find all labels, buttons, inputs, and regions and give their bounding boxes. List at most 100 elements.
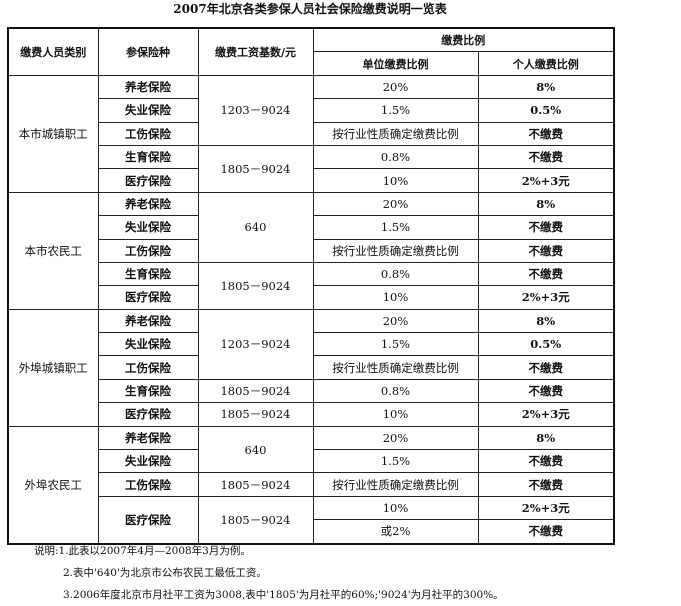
employer-ratio-cell: 按行业性质确定缴费比例 bbox=[312, 472, 479, 497]
individual-ratio-cell: 8% bbox=[477, 308, 615, 334]
header-employer: 单位缴费比例 bbox=[312, 51, 479, 76]
notes: 说明:1.此表以2007年4月—2008年3月为例。 2.表中'640'为北京市… bbox=[34, 540, 504, 606]
individual-ratio-cell: 2%+3元 bbox=[477, 285, 615, 310]
base-cell: 640 bbox=[197, 191, 314, 263]
individual-ratio-cell: 8% bbox=[477, 425, 615, 451]
table-row: 外埠城镇职工 养老保险 1203－9024 20% 8% bbox=[7, 308, 615, 427]
individual-ratio-cell: 8% bbox=[477, 74, 615, 100]
employer-ratio-cell: 1.5% bbox=[312, 215, 479, 240]
header-base: 缴费工资基数/元 bbox=[197, 27, 314, 76]
insurance-cell: 养老保险 bbox=[97, 74, 199, 100]
insurance-cell: 医疗保险 bbox=[97, 285, 199, 310]
insurance-cell: 养老保险 bbox=[97, 308, 199, 334]
table-row: 外埠农民工 养老保险 640 20% 8% bbox=[7, 425, 615, 545]
employer-ratio-cell: 10% bbox=[312, 495, 479, 521]
employer-ratio-cell: 或2% bbox=[312, 519, 479, 545]
table-row: 工伤保险 按行业性质确定缴费比例 不缴费 bbox=[8, 355, 615, 380]
table-row: 或2% 不缴费 bbox=[8, 519, 615, 545]
insurance-cell: 工伤保险 bbox=[97, 472, 199, 497]
individual-ratio-cell: 不缴费 bbox=[477, 355, 615, 380]
insurance-cell: 生育保险 bbox=[97, 378, 199, 404]
note-2: 2.表中'640'为北京市公布农民工最低工资。 bbox=[63, 567, 267, 579]
category-cell: 外埠城镇职工 bbox=[7, 308, 99, 427]
insurance-cell: 养老保险 bbox=[97, 425, 199, 451]
table-row: 医疗保险 10% 2%+3元 bbox=[8, 285, 615, 310]
category-cell: 本市农民工 bbox=[7, 191, 99, 310]
employer-ratio-cell: 按行业性质确定缴费比例 bbox=[312, 355, 479, 380]
base-cell: 1805－9024 bbox=[197, 378, 314, 404]
insurance-cell: 失业保险 bbox=[97, 215, 199, 240]
table-row: 失业保险 1.5% 不缴费 bbox=[8, 449, 615, 474]
table-row: 工伤保险 按行业性质确定缴费比例 不缴费 bbox=[8, 238, 615, 263]
employer-ratio-cell: 1.5% bbox=[312, 449, 479, 474]
insurance-cell: 医疗保险 bbox=[97, 168, 199, 193]
insurance-cell: 养老保险 bbox=[97, 191, 199, 217]
table-row: 医疗保险 10% 2%+3元 bbox=[8, 168, 615, 193]
category-cell: 外埠农民工 bbox=[7, 425, 99, 545]
insurance-cell: 失业保险 bbox=[97, 449, 199, 474]
individual-ratio-cell: 不缴费 bbox=[477, 121, 615, 146]
individual-ratio-cell: 不缴费 bbox=[477, 519, 615, 545]
employer-ratio-cell: 1.5% bbox=[312, 98, 479, 123]
insurance-cell: 生育保险 bbox=[97, 261, 199, 287]
base-cell: 1805－9024 bbox=[197, 495, 314, 545]
base-cell: 1805－9024 bbox=[197, 472, 314, 497]
individual-ratio-cell: 8% bbox=[477, 191, 615, 217]
individual-ratio-cell: 2%+3元 bbox=[477, 168, 615, 193]
employer-ratio-cell: 20% bbox=[312, 425, 479, 451]
table-row: 失业保险 1.5% 0.5% bbox=[8, 98, 615, 123]
insurance-cell: 失业保险 bbox=[97, 332, 199, 357]
table-row: 生育保险 1805－9024 0.8% 不缴费 bbox=[8, 261, 615, 310]
insurance-cell: 失业保险 bbox=[97, 98, 199, 123]
category-cell: 本市城镇职工 bbox=[7, 74, 99, 193]
table-title: 2007年北京各类参保人员社会保险缴费说明一览表 bbox=[173, 2, 447, 16]
table-row: 生育保险 1805－9024 0.8% 不缴费 bbox=[8, 144, 615, 193]
table-body: 本市城镇职工 养老保险 1203－9024 20% 8% 失业保险 1.5% 0.5% 工伤保险… bbox=[7, 74, 615, 545]
note-3: 3.2006年度北京市月社平工资为3008,表中'1805'为月社平的60%;'… bbox=[63, 589, 504, 601]
individual-ratio-cell: 0.5% bbox=[477, 332, 615, 357]
individual-ratio-cell: 不缴费 bbox=[477, 261, 615, 287]
employer-ratio-cell: 20% bbox=[312, 308, 479, 334]
individual-ratio-cell: 不缴费 bbox=[477, 378, 615, 404]
insurance-cell: 生育保险 bbox=[97, 144, 199, 170]
insurance-cell: 工伤保险 bbox=[97, 355, 199, 380]
header-category: 缴费人员类别 bbox=[7, 27, 99, 76]
base-cell: 1805－9024 bbox=[197, 402, 314, 427]
base-cell: 1805－9024 bbox=[197, 261, 314, 310]
insurance-cell: 工伤保险 bbox=[97, 121, 199, 146]
header-insurance: 参保险种 bbox=[97, 27, 199, 76]
table-row: 医疗保险 1805－9024 10% 2%+3元 bbox=[8, 402, 615, 427]
social-insurance-table: 缴费人员类别 参保险种 缴费工资基数/元 缴费比例 单位缴费比例 个人缴费比例 … bbox=[7, 27, 615, 545]
employer-ratio-cell: 0.8% bbox=[312, 144, 479, 170]
employer-ratio-cell: 10% bbox=[312, 168, 479, 193]
employer-ratio-cell: 10% bbox=[312, 285, 479, 310]
individual-ratio-cell: 2%+3元 bbox=[477, 495, 615, 521]
individual-ratio-cell: 不缴费 bbox=[477, 449, 615, 474]
employer-ratio-cell: 1.5% bbox=[312, 332, 479, 357]
individual-ratio-cell: 不缴费 bbox=[477, 144, 615, 170]
individual-ratio-cell: 2%+3元 bbox=[477, 402, 615, 427]
base-cell: 1805－9024 bbox=[197, 144, 314, 193]
individual-ratio-cell: 0.5% bbox=[477, 98, 615, 123]
table-row: 失业保险 1.5% 0.5% bbox=[8, 332, 615, 357]
employer-ratio-cell: 20% bbox=[312, 74, 479, 100]
table-row: 生育保险 1805－9024 0.8% 不缴费 bbox=[8, 378, 615, 404]
employer-ratio-cell: 按行业性质确定缴费比例 bbox=[312, 238, 479, 263]
header-individual: 个人缴费比例 bbox=[477, 51, 615, 76]
employer-ratio-cell: 按行业性质确定缴费比例 bbox=[312, 121, 479, 146]
base-cell: 640 bbox=[197, 425, 314, 474]
table-row: 本市城镇职工 养老保险 1203－9024 20% 8% bbox=[7, 74, 615, 193]
header-ratio: 缴费比例 bbox=[312, 27, 615, 53]
insurance-cell: 工伤保险 bbox=[97, 238, 199, 263]
individual-ratio-cell: 不缴费 bbox=[477, 472, 615, 497]
insurance-cell: 医疗保险 bbox=[97, 402, 199, 427]
employer-ratio-cell: 20% bbox=[312, 191, 479, 217]
employer-ratio-cell: 10% bbox=[312, 402, 479, 427]
base-cell: 1203－9024 bbox=[197, 308, 314, 380]
table-row: 失业保险 1.5% 不缴费 bbox=[8, 215, 615, 240]
note-1: 说明:1.此表以2007年4月—2008年3月为例。 bbox=[34, 545, 251, 557]
table-row: 本市农民工 养老保险 640 20% 8% bbox=[7, 191, 615, 310]
table-row: 工伤保险 按行业性质确定缴费比例 不缴费 bbox=[8, 121, 615, 146]
insurance-cell: 医疗保险 bbox=[97, 495, 199, 545]
individual-ratio-cell: 不缴费 bbox=[477, 215, 615, 240]
